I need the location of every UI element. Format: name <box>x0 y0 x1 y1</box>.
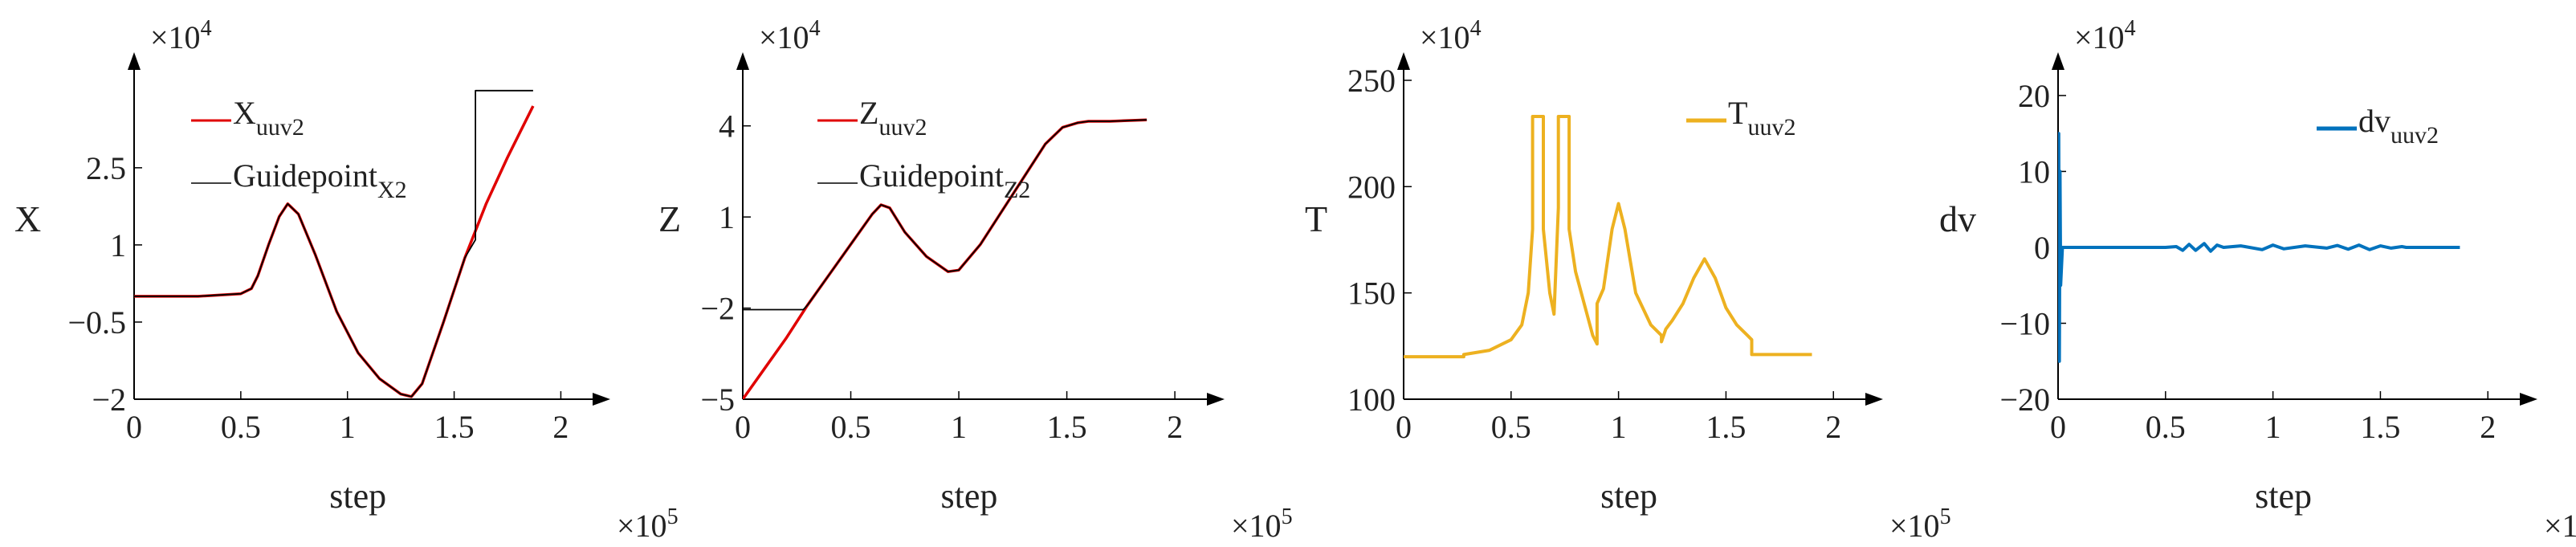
x-tick-label: 1.5 <box>1047 409 1087 445</box>
y-axis-arrow <box>1397 52 1410 70</box>
x-multiplier-exponent: 5 <box>667 504 679 529</box>
x-tick-label: 0.5 <box>831 409 871 445</box>
x-tick-label: 0 <box>126 409 142 445</box>
y-tick-label: −2 <box>92 382 126 418</box>
y-tick-label: −20 <box>1999 382 2050 418</box>
y-tick-label: 4 <box>719 108 735 145</box>
y-tick-label: −0.5 <box>67 304 126 341</box>
y-multiplier: ×104 <box>2074 16 2136 55</box>
y-tick-label: 100 <box>1347 382 1396 418</box>
legend-label-sub: uuv2 <box>256 114 304 141</box>
x-multiplier: ×105 <box>1889 504 1951 544</box>
x-axis-title: step <box>329 476 386 516</box>
chart-panel-2: 0 0.5 1 1.5 2 −5 −2 1 4 step Z ×104 ×105 Zuuv2 Guidepo… <box>658 16 1293 544</box>
series-line <box>2058 132 2460 363</box>
y-tick-label: −10 <box>1999 305 2050 341</box>
series-line <box>134 105 535 398</box>
x-axis-arrow <box>1207 393 1225 406</box>
x-multiplier-exponent: 5 <box>1940 504 1951 529</box>
x-tick-label: 1.5 <box>1706 409 1746 445</box>
series-line <box>1404 115 1812 359</box>
x-axis-arrow <box>593 393 610 406</box>
x-tick-label: 2 <box>2480 409 2496 445</box>
y-tick-label: 20 <box>2018 78 2050 114</box>
y-tick-label: −2 <box>700 291 735 327</box>
chart-panel-3: 0 0.5 1 1.5 2 100 150 200 250 step T ×104 ×105 Tuuv2 <box>1305 16 1951 544</box>
y-axis-arrow <box>128 52 141 70</box>
x-tick-label: 1 <box>2265 409 2281 445</box>
y-multiplier-exponent: 4 <box>809 16 821 41</box>
x-axis-arrow <box>2520 393 2537 406</box>
legend-label-sub: X2 <box>377 177 407 203</box>
x-multiplier-exponent: 5 <box>1282 504 1293 529</box>
x-tick-label: 2 <box>1825 409 1841 445</box>
x-tick-label: 2 <box>552 409 569 445</box>
legend-label: GuidepointX2 <box>233 157 407 203</box>
x-tick-label: 1.5 <box>434 409 475 445</box>
y-axis-title: X <box>14 198 41 239</box>
x-tick-label: 1 <box>951 409 967 445</box>
x-tick-label: 2 <box>1167 409 1183 445</box>
x-axis-title: step <box>941 476 998 516</box>
y-tick-label: 150 <box>1347 276 1396 312</box>
y-tick-label: −5 <box>700 382 735 418</box>
legend-label-sub: uuv2 <box>2391 122 2439 149</box>
x-multiplier: ×105 <box>617 504 679 544</box>
x-multiplier: ×105 <box>2544 504 2576 544</box>
x-tick-label: 0.5 <box>221 409 261 445</box>
legend-label: Xuuv2 <box>233 95 304 141</box>
x-axis-arrow <box>1865 393 1883 406</box>
series-line <box>743 119 1147 311</box>
y-axis-arrow <box>736 52 749 70</box>
y-axis-title: dv <box>1939 198 1976 239</box>
chart-panel-1: 0 0.5 1 1.5 2 −2 −0.5 1 2.5 step X ×104 ×105 Xuuv2 Gui… <box>14 16 679 544</box>
y-multiplier: ×104 <box>150 16 212 55</box>
y-tick-label: 1 <box>110 227 126 263</box>
y-axis-title: T <box>1305 198 1327 239</box>
legend-label-sub: uuv2 <box>1747 114 1795 141</box>
x-tick-label: 0.5 <box>1491 409 1531 445</box>
legend-label-sub: Z2 <box>1004 177 1030 203</box>
x-axis-title: step <box>1600 476 1657 516</box>
x-tick-label: 1 <box>1611 409 1627 445</box>
y-tick-label: 250 <box>1347 63 1396 99</box>
x-tick-label: 1.5 <box>2360 409 2400 445</box>
x-tick-label: 0 <box>735 409 751 445</box>
x-tick-label: 0.5 <box>2146 409 2186 445</box>
legend-label-sub: uuv2 <box>878 114 927 141</box>
x-multiplier: ×105 <box>1231 504 1293 544</box>
y-multiplier: ×104 <box>759 16 821 55</box>
legend-label: Tuuv2 <box>1728 95 1795 141</box>
legend-label: Zuuv2 <box>859 95 927 141</box>
x-tick-label: 1 <box>340 409 356 445</box>
y-tick-label: 200 <box>1347 169 1396 205</box>
x-tick-label: 0 <box>1396 409 1412 445</box>
x-tick-label: 0 <box>2050 409 2066 445</box>
y-multiplier-exponent: 4 <box>1470 16 1482 41</box>
y-tick-label: 10 <box>2018 153 2050 190</box>
legend-label: dvuuv2 <box>2358 103 2439 149</box>
legend-label: GuidepointZ2 <box>859 157 1030 203</box>
y-axis-title: Z <box>658 198 681 239</box>
y-tick-label: 1 <box>719 199 735 235</box>
y-multiplier-exponent: 4 <box>2125 16 2136 41</box>
x-axis-title: step <box>2255 476 2312 516</box>
y-multiplier: ×104 <box>1420 16 1482 55</box>
y-multiplier-exponent: 4 <box>201 16 212 41</box>
y-tick-label: 0 <box>2034 230 2050 266</box>
y-axis-arrow <box>2052 52 2064 70</box>
chart-panel-4: 0 0.5 1 1.5 2 −20 −10 0 10 20 step dv ×104 ×105 dvuuv2 <box>1939 16 2576 544</box>
y-tick-label: 2.5 <box>86 150 126 186</box>
series-line <box>134 89 533 398</box>
